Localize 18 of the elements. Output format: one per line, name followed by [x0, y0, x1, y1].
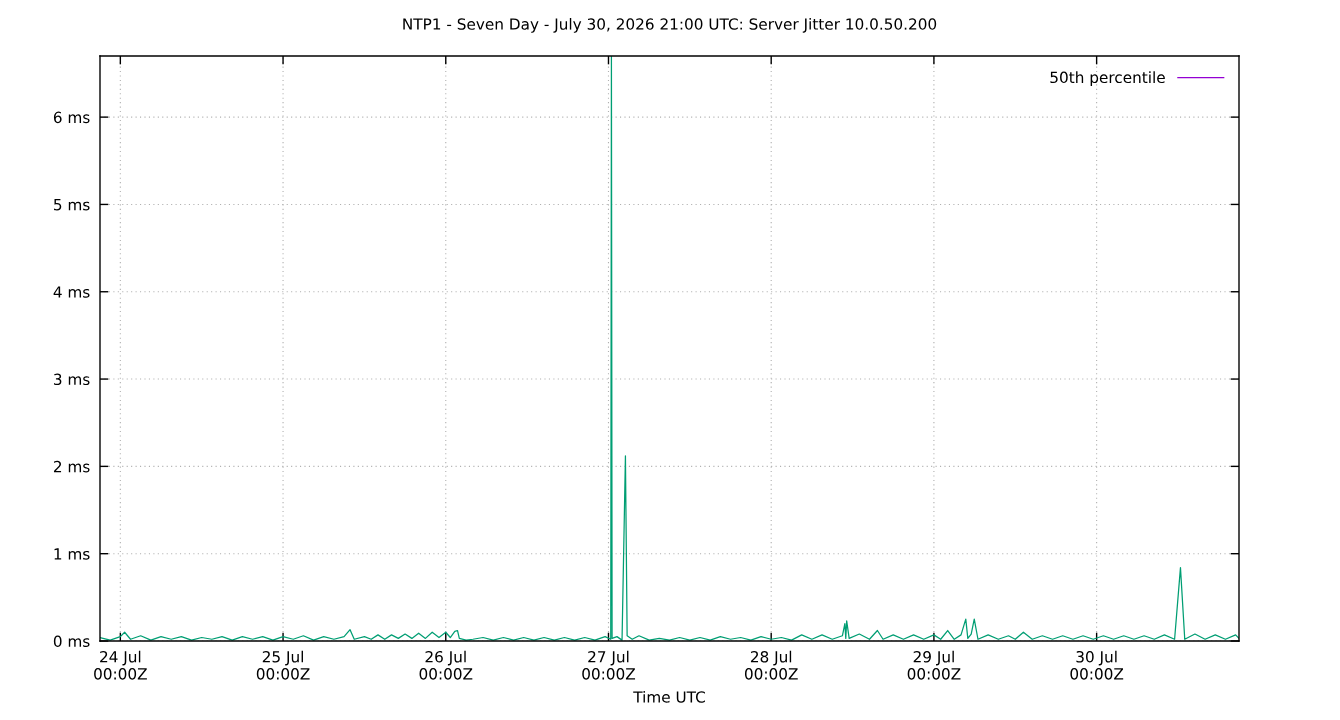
x-axis-title: Time UTC	[633, 690, 705, 703]
y-tick-label: 1 ms	[54, 548, 90, 560]
x-tick-label: 27 Jul 00:00Z	[582, 650, 636, 680]
line-series	[100, 56, 1239, 641]
x-tick-label: 30 Jul 00:00Z	[1070, 650, 1124, 680]
y-tick-label: 4 ms	[53, 286, 90, 298]
chart-title: NTP1 - Seven Day - July 30, 2026 21:00 UTC: Server Jitter 10.0.50.200	[403, 18, 937, 33]
y-tick-label: 3 ms	[54, 373, 90, 386]
x-tick-label: 28 Jul 00:00Z	[744, 650, 798, 680]
x-tick-label: 26 Jul 00:00Z	[419, 650, 473, 680]
x-tick-label: 24 Jul 00:00Z	[94, 650, 147, 680]
legend-label: 50th percentile	[1050, 71, 1165, 87]
x-tick-label: 25 Jul 00:00Z	[256, 650, 310, 680]
y-tick-label: 5 ms	[54, 199, 90, 211]
y-tick-label: 2 ms	[53, 460, 90, 473]
x-tick-label: 29 Jul 00:00Z	[907, 650, 961, 680]
y-tick-label: 0 ms	[53, 635, 90, 648]
y-tick-label: 6 ms	[53, 111, 90, 124]
